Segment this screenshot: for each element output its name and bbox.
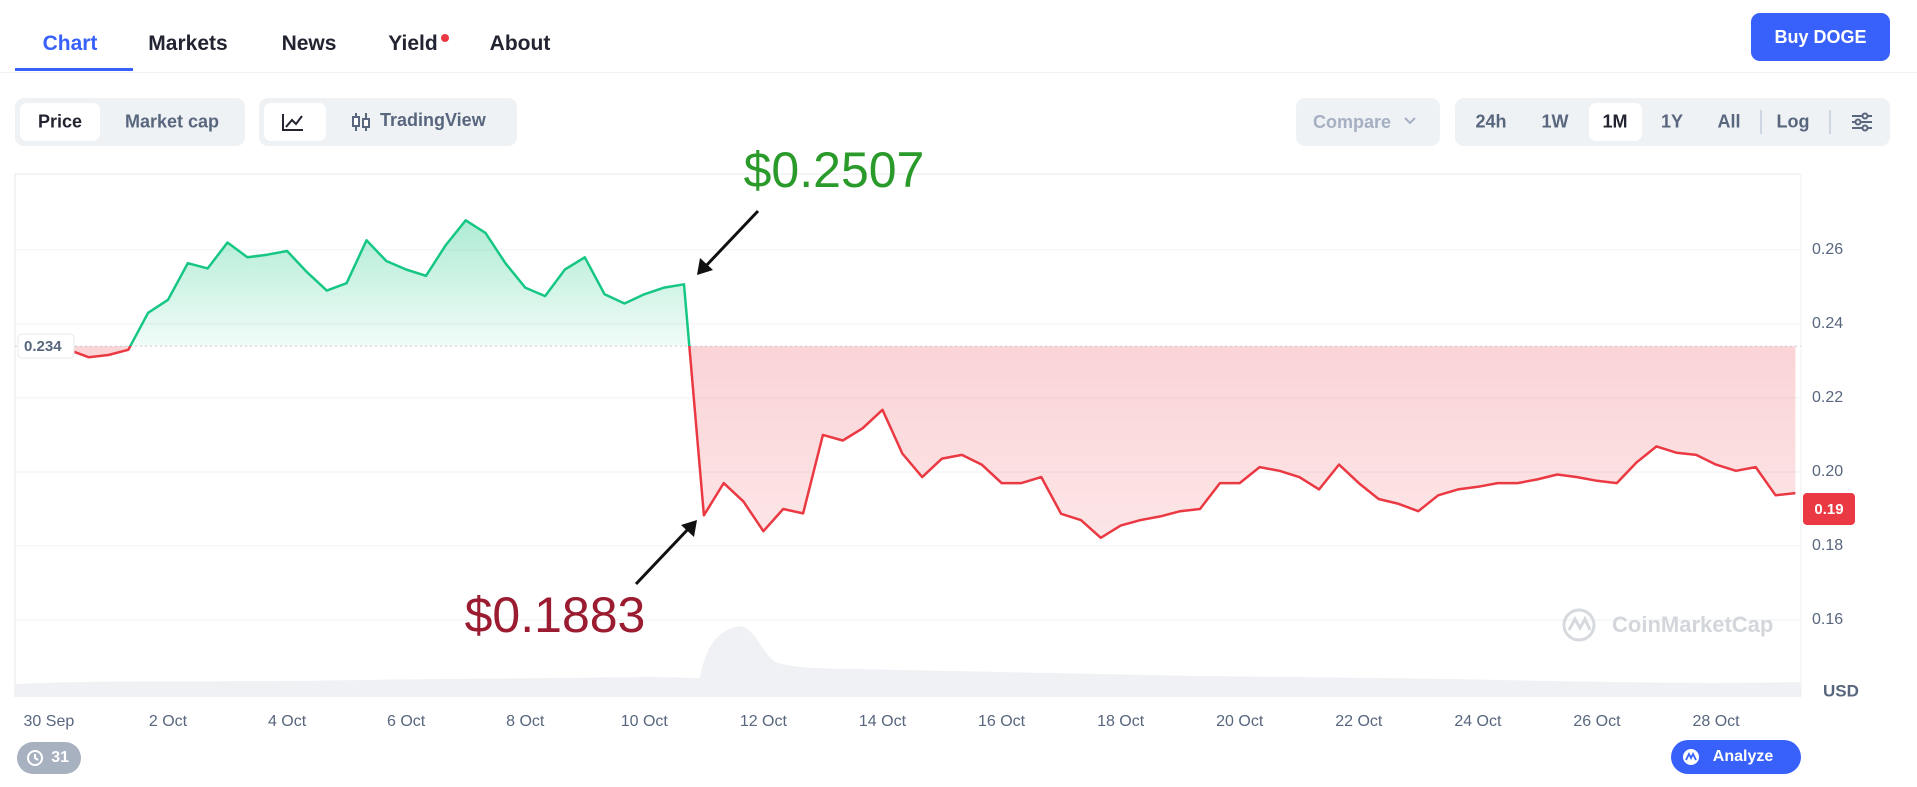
buy-button[interactable]: Buy DOGE	[1751, 13, 1890, 61]
y-tick-label: 0.20	[1812, 463, 1843, 480]
volume-area	[15, 626, 1801, 697]
watermark-logo	[1562, 608, 1596, 642]
x-tick-label: 6 Oct	[387, 713, 426, 730]
divider	[1760, 110, 1762, 134]
toggle-option[interactable]: Market cap	[124, 111, 220, 132]
x-tick-label: 12 Oct	[740, 713, 788, 730]
x-tick-label: 30 Sep	[24, 713, 75, 730]
compare-dropdown[interactable]	[1296, 98, 1440, 146]
arrow	[701, 209, 760, 271]
range-toggle	[1455, 98, 1890, 146]
analyze-icon	[1683, 749, 1699, 765]
watermark: CoinMarketCap	[1562, 608, 1773, 642]
price-badge	[1803, 492, 1855, 525]
analyze-button[interactable]: Analyze	[1671, 740, 1801, 774]
y-tick-label: 0.16	[1812, 611, 1843, 628]
arrow-head	[681, 520, 697, 537]
price-area	[29, 220, 1796, 538]
active-pill	[1589, 103, 1642, 141]
x-tick-label: 4 Oct	[268, 713, 307, 730]
x-tick-label: 10 Oct	[621, 713, 669, 730]
x-tick-label: 16 Oct	[978, 713, 1026, 730]
x-tick-label: 24 Oct	[1454, 713, 1502, 730]
nav-tab[interactable]: Yield	[388, 32, 438, 55]
clock-icon	[27, 750, 43, 766]
toggle-option[interactable]: Price	[37, 111, 83, 132]
x-tick-label: 8 Oct	[506, 713, 545, 730]
events-badge[interactable]: 31	[17, 742, 81, 774]
chevron	[1404, 117, 1416, 125]
series: 0.234 0.19	[15, 219, 1855, 540]
watermark-logo	[1567, 615, 1592, 632]
y-tick-label: 0.18	[1812, 537, 1843, 554]
nav-tab[interactable]: About	[489, 32, 551, 55]
line-icon[interactable]	[281, 112, 305, 132]
x-tick-label: 14 Oct	[859, 713, 907, 730]
nav-divider	[0, 72, 1917, 73]
range-option[interactable]: 24h	[1475, 111, 1507, 132]
nav-tab[interactable]: News	[281, 32, 337, 55]
arrow-head	[697, 258, 713, 275]
candle-icon[interactable]	[350, 112, 372, 132]
annotation: $0.1883	[465, 587, 646, 643]
tradingview-option[interactable]: TradingView	[380, 110, 486, 130]
x-tick-label: 28 Oct	[1692, 713, 1740, 730]
arrow	[634, 524, 693, 586]
range-option[interactable]: All	[1717, 111, 1741, 132]
tab-underline	[15, 68, 133, 71]
divider	[1829, 110, 1831, 134]
range-option[interactable]: 1Y	[1660, 111, 1684, 132]
range-option[interactable]: 1M	[1602, 111, 1628, 132]
baseline-badge	[17, 333, 75, 359]
x-tick-label: 18 Oct	[1097, 713, 1145, 730]
x-tick-label: 22 Oct	[1335, 713, 1383, 730]
y-tick-label: 0.26	[1812, 241, 1843, 258]
x-tick-label: 20 Oct	[1216, 713, 1264, 730]
y-unit: USD	[1823, 681, 1859, 700]
nav-tab[interactable]: Chart	[42, 32, 98, 55]
y-tick-label: 0.22	[1812, 389, 1843, 406]
y-tick-label: 0.24	[1812, 315, 1843, 332]
annotation: $0.2507	[744, 142, 925, 198]
x-tick-label: 2 Oct	[149, 713, 188, 730]
price-badge-label: 0.19	[1814, 501, 1843, 518]
notification-dot	[441, 34, 449, 42]
watermark-text: CoinMarketCap	[1612, 612, 1773, 637]
range-option[interactable]: 1W	[1541, 111, 1569, 132]
price-line	[29, 219, 1796, 540]
nav-tab[interactable]: Markets	[148, 32, 228, 55]
active-pill	[20, 103, 100, 141]
x-tick-label: 26 Oct	[1573, 713, 1621, 730]
settings-icon[interactable]	[1851, 112, 1873, 132]
baseline-label: 0.234	[24, 338, 62, 355]
compare-label[interactable]: Compare	[1313, 112, 1392, 132]
log-toggle[interactable]: Log	[1776, 111, 1810, 132]
